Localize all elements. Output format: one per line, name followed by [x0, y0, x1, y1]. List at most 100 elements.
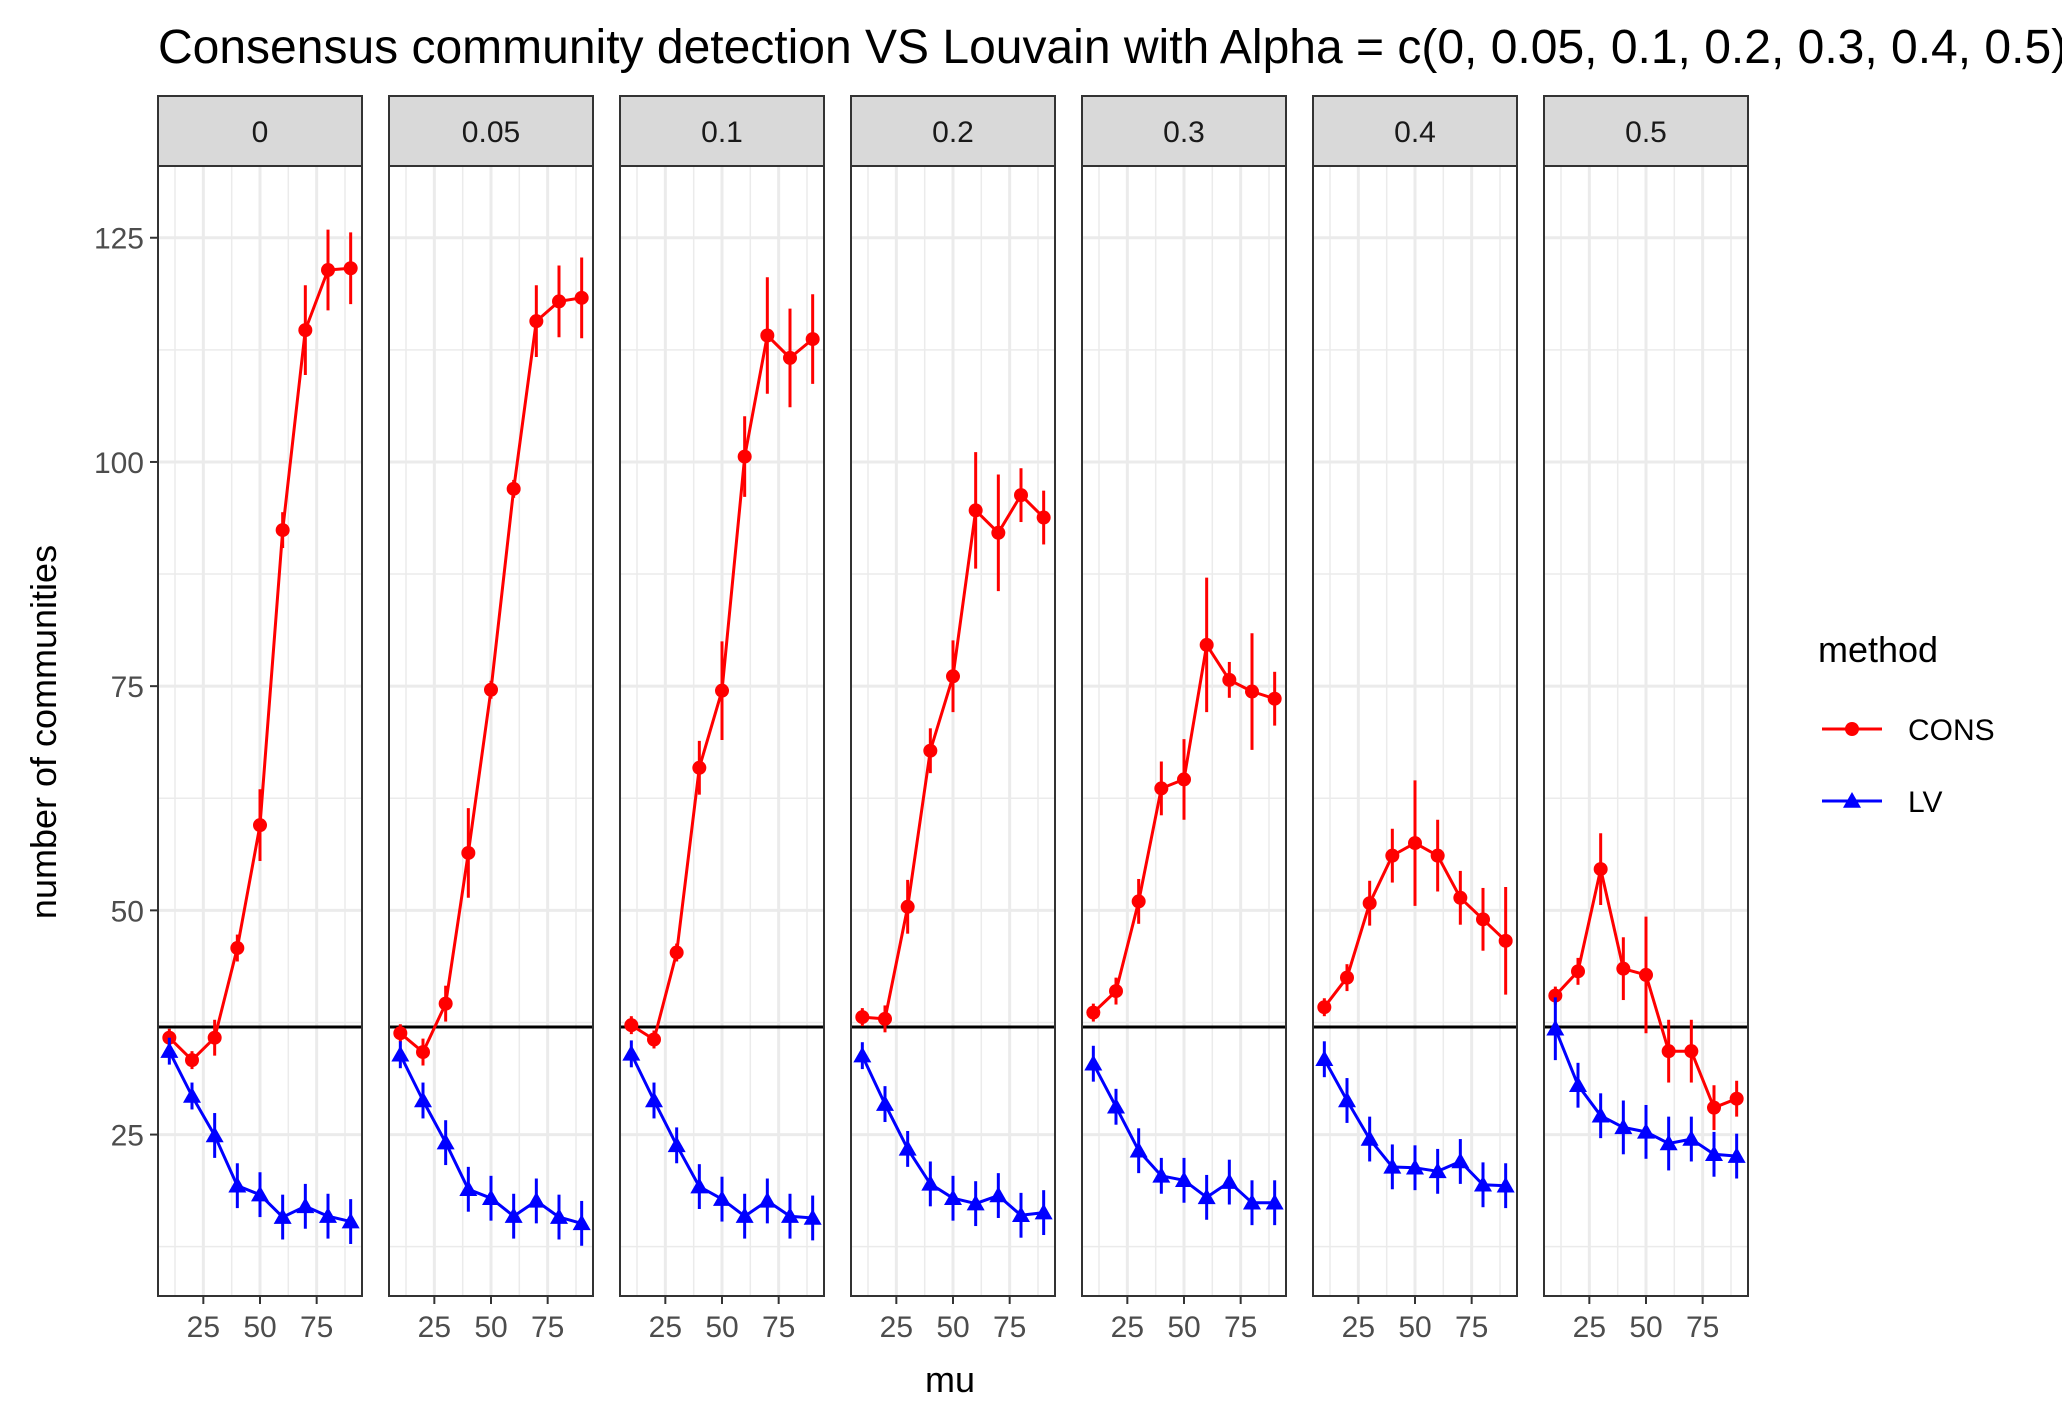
series-cons: [162, 229, 358, 1070]
data-point: [1175, 1171, 1193, 1188]
data-point: [341, 1212, 360, 1229]
data-point: [1317, 1000, 1332, 1015]
y-tick-label: 125: [94, 223, 144, 256]
facet-panel: 0.4 25 50 75: [1312, 95, 1518, 1344]
data-point: [343, 261, 358, 276]
chart-title: Consensus community detection VS Louvain…: [158, 21, 2062, 74]
series-lv: [391, 1041, 591, 1246]
data-point: [1245, 684, 1259, 699]
data-point: [991, 525, 1006, 540]
data-point: [205, 1126, 224, 1143]
data-point: [1129, 1141, 1148, 1158]
data-point: [436, 1133, 455, 1150]
data-point: [1107, 1097, 1125, 1114]
data-point: [1496, 1176, 1515, 1193]
data-point: [1131, 894, 1146, 909]
series-lv: [1315, 1041, 1515, 1209]
data-point: [1152, 1166, 1171, 1183]
data-point: [1498, 933, 1513, 948]
data-point: [900, 899, 915, 914]
data-point: [1385, 848, 1400, 863]
data-point: [669, 945, 684, 960]
data-point: [1265, 1193, 1284, 1210]
data-point: [1360, 1130, 1379, 1146]
legend-title: method: [1818, 629, 1938, 670]
facet-strip-label: 0: [252, 116, 269, 149]
y-tick-label: 100: [94, 447, 144, 480]
data-point: [1548, 988, 1563, 1003]
data-point: [735, 1207, 754, 1223]
facet-strip-label: 0.4: [1394, 116, 1436, 149]
facet-strip: [388, 95, 594, 167]
data-point: [391, 1045, 410, 1062]
data-point: [944, 1189, 962, 1205]
data-point: [504, 1207, 523, 1223]
data-point: [572, 1214, 591, 1231]
data-point: [1109, 984, 1123, 999]
x-tick-label: 50: [936, 1311, 969, 1344]
data-point: [1086, 1005, 1101, 1020]
series-cons: [1548, 833, 1744, 1131]
data-point: [438, 996, 453, 1011]
x-tick-label: 75: [531, 1311, 564, 1344]
data-point: [1546, 1019, 1565, 1036]
data-point: [1220, 1173, 1239, 1189]
data-point: [1428, 1162, 1447, 1179]
facet-strip: [1312, 95, 1518, 167]
data-point: [1362, 896, 1377, 911]
data-point: [1199, 637, 1214, 652]
data-point: [968, 503, 983, 518]
data-point: [692, 760, 707, 775]
data-point: [1451, 1152, 1470, 1169]
facet-strip-label: 0.1: [701, 116, 743, 149]
data-point: [647, 1032, 661, 1047]
data-point: [622, 1044, 641, 1061]
x-tick-label: 75: [1686, 1311, 1719, 1344]
data-point: [1476, 912, 1490, 927]
data-point: [414, 1091, 432, 1108]
x-tick-label: 75: [993, 1311, 1026, 1344]
data-point: [1661, 1044, 1676, 1059]
data-point: [273, 1208, 292, 1224]
data-point: [1637, 1122, 1655, 1139]
data-point: [1154, 781, 1169, 796]
data-point: [760, 328, 775, 343]
data-point: [529, 314, 544, 329]
x-tick-label: 25: [418, 1311, 451, 1344]
data-point: [482, 1189, 500, 1205]
x-tick-label: 25: [1573, 1311, 1606, 1344]
data-point: [624, 1018, 639, 1033]
data-point: [1591, 1106, 1610, 1123]
data-point: [1707, 1100, 1721, 1115]
facet-strip-label: 0.2: [932, 116, 974, 149]
data-point: [1453, 890, 1468, 905]
y-tick-label: 25: [111, 1120, 144, 1153]
data-point: [1012, 1206, 1030, 1223]
data-point: [207, 1030, 222, 1045]
facet-panel: 0.05 25 50 75: [388, 95, 594, 1344]
x-tick-label: 50: [1629, 1311, 1662, 1344]
facet-strip: [1081, 95, 1287, 167]
data-point: [1034, 1203, 1053, 1220]
data-point: [1084, 1054, 1103, 1071]
data-point: [298, 323, 313, 338]
data-point: [228, 1176, 247, 1193]
data-point: [803, 1208, 822, 1225]
data-point: [319, 1207, 337, 1223]
data-point: [667, 1136, 686, 1153]
x-tick-label: 75: [300, 1311, 333, 1344]
data-point: [1705, 1145, 1723, 1162]
y-tick-label: 50: [111, 895, 144, 928]
data-point: [737, 449, 752, 464]
x-tick-label: 75: [1455, 1311, 1488, 1344]
x-tick-label: 50: [705, 1311, 738, 1344]
data-point: [781, 1207, 799, 1223]
facet-strip-label: 0.05: [462, 116, 520, 149]
x-axis-label: mu: [925, 1359, 975, 1400]
series-cons: [1317, 780, 1513, 1017]
facet-panel: 0.5 25 50 75: [1543, 95, 1749, 1344]
data-point: [966, 1194, 985, 1211]
facet-strip: [850, 95, 1056, 167]
data-point: [251, 1185, 269, 1202]
data-point: [1340, 970, 1354, 985]
